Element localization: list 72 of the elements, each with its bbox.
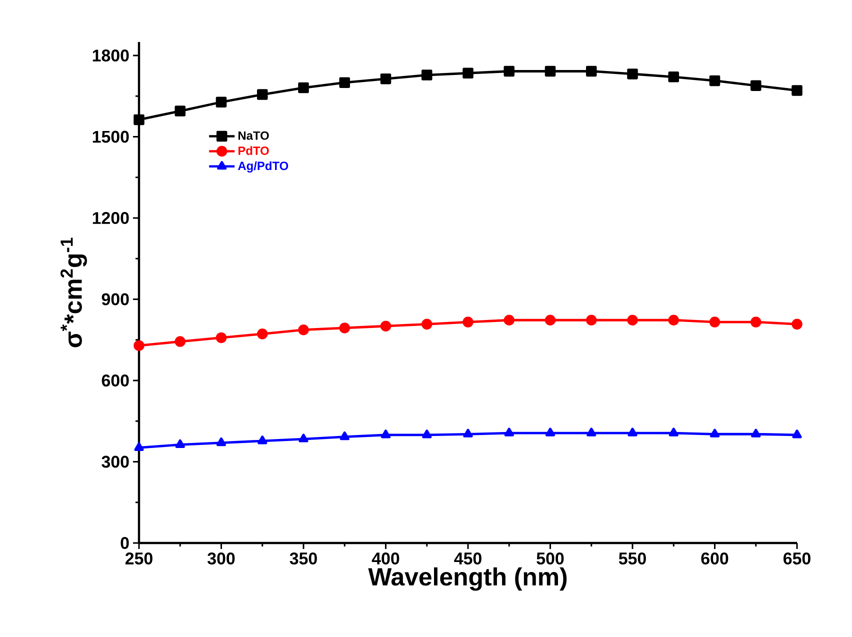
point — [422, 70, 432, 80]
point — [256, 89, 268, 100]
legend-label: Ag/PdTO — [238, 161, 288, 173]
x-tick-label: 650 — [784, 552, 810, 564]
point — [504, 66, 515, 77]
point — [339, 322, 350, 334]
point — [668, 314, 680, 326]
point — [134, 340, 144, 351]
point — [134, 114, 144, 126]
point — [339, 77, 350, 88]
point — [792, 318, 802, 330]
point — [340, 431, 350, 440]
point — [710, 428, 720, 438]
x-tick-label: 550 — [618, 552, 646, 564]
y-tick-label: 1200 — [92, 212, 129, 224]
point — [380, 73, 392, 84]
point — [792, 85, 802, 96]
point — [792, 430, 802, 438]
point — [586, 66, 597, 77]
legend-label: PdTO — [238, 146, 269, 155]
x-tick-label: 300 — [208, 552, 235, 565]
point — [380, 430, 391, 438]
point — [258, 436, 268, 444]
y-tick-label: 0 — [120, 537, 129, 549]
point — [627, 68, 638, 80]
x-tick-label: 600 — [701, 552, 728, 564]
point — [422, 318, 432, 330]
point — [462, 68, 474, 79]
x-tick-label: 400 — [372, 552, 400, 564]
point — [750, 316, 762, 328]
point — [628, 428, 638, 436]
y-tick-label: 300 — [102, 456, 129, 468]
point — [422, 430, 432, 438]
y-tick-label: 600 — [102, 374, 129, 387]
point — [709, 75, 720, 86]
point — [586, 428, 596, 436]
point — [134, 442, 144, 451]
point — [216, 332, 227, 344]
x-tick-label: 350 — [290, 552, 317, 565]
point — [504, 428, 514, 436]
y-tick-label: 1800 — [92, 50, 129, 62]
point — [256, 328, 268, 340]
point — [545, 428, 556, 436]
x-axis-title: Wavelength (nm) — [368, 567, 567, 591]
x-tick-label: 250 — [125, 552, 152, 564]
point — [668, 428, 678, 436]
x-tick-label: 500 — [536, 552, 564, 564]
point — [586, 314, 597, 326]
point — [709, 316, 720, 328]
x-tick-label: 450 — [454, 552, 482, 564]
point — [175, 439, 185, 448]
point — [463, 428, 473, 438]
y-tick-label: 1500 — [92, 130, 129, 143]
y-axis-title: σ$^{*}$*cm$^{2}$g$^{-1}$ — [60, 238, 87, 348]
point — [544, 314, 556, 326]
y-tick-label: 900 — [102, 293, 129, 306]
point — [216, 437, 226, 446]
point — [298, 324, 309, 336]
point — [380, 320, 392, 332]
point — [504, 314, 515, 326]
point — [462, 316, 474, 328]
point — [174, 106, 186, 116]
point — [751, 428, 761, 438]
point — [668, 72, 680, 82]
point — [216, 96, 227, 108]
point — [544, 66, 556, 77]
point — [750, 80, 762, 91]
point — [174, 336, 186, 347]
point — [298, 434, 308, 442]
point — [627, 314, 638, 326]
legend-label: NaTO — [238, 131, 269, 140]
point — [298, 82, 309, 94]
